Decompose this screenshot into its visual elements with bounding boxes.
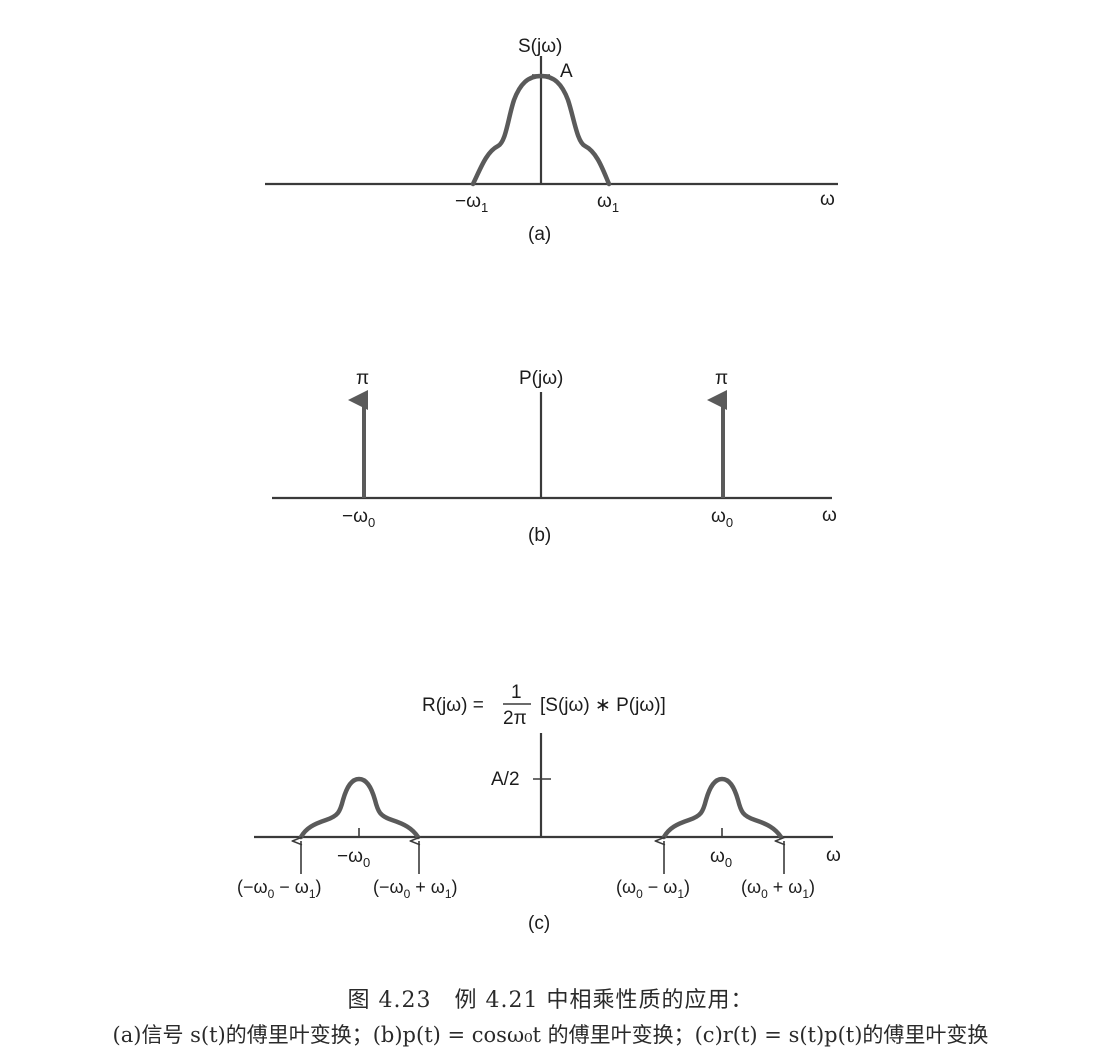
panel-a-peak-label: A [560, 61, 573, 82]
panel-b-impulse-right-label: π [715, 368, 728, 389]
panel-c-xlabel: ω [826, 845, 841, 866]
panel-c-eq-den: 2π [503, 708, 527, 729]
panel-c-spectrum-left [298, 776, 421, 840]
panel-c-label: (c) [528, 913, 550, 934]
panel-b-xlabel: ω [822, 505, 837, 526]
panel-c-eq-lhs: R(jω) = [422, 695, 484, 716]
figure-caption-title: 图 4.23 例 4.21 中相乘性质的应用： [347, 988, 754, 1013]
panel-a-label: (a) [528, 224, 551, 245]
panel-c-edge-ll-label: (−ω0 − ω1) [237, 877, 322, 901]
panel-c-edge-rr-label: (ω0 + ω1) [741, 877, 815, 901]
panel-a-tick-left: −ω1 [455, 191, 488, 215]
panel-c-eq-rhs: [S(jω) ∗ P(jω)] [540, 695, 666, 716]
panel-c: R(jω) = 1 2π [S(jω) ∗ P(jω)] A/2 −ω0 ω0 … [237, 682, 841, 934]
panel-c-edge-rl-label: (ω0 − ω1) [616, 877, 690, 901]
panel-b-label: (b) [528, 525, 551, 546]
panel-c-center-right-label: ω0 [710, 846, 732, 870]
panel-a-tick-right: ω1 [597, 191, 619, 215]
panel-b-tick-right: ω0 [711, 506, 733, 530]
panel-b-impulse-left-label: π [356, 368, 369, 389]
panel-a-spectrum-curve [470, 73, 612, 187]
panel-a-xlabel: ω [820, 189, 835, 210]
figure-caption-description: (a)信号 s(t)的傅里叶变换；(b)p(t) = cosω₀t 的傅里叶变换… [112, 1023, 989, 1047]
panel-c-eq-num: 1 [511, 682, 522, 703]
panel-b: π π P(jω) −ω0 ω0 ω (b) [272, 368, 837, 546]
panel-c-center-left-label: −ω0 [337, 846, 370, 870]
panel-b-ylabel: P(jω) [519, 368, 563, 389]
panel-a: S(jω) A −ω1 ω1 ω (a) [265, 36, 838, 245]
panel-c-level-label: A/2 [491, 769, 520, 790]
panel-b-tick-left: −ω0 [342, 506, 375, 530]
panel-a-ylabel: S(jω) [518, 36, 562, 57]
panel-c-spectrum-right [661, 776, 784, 840]
panel-c-edge-lr-label: (−ω0 + ω1) [373, 877, 458, 901]
